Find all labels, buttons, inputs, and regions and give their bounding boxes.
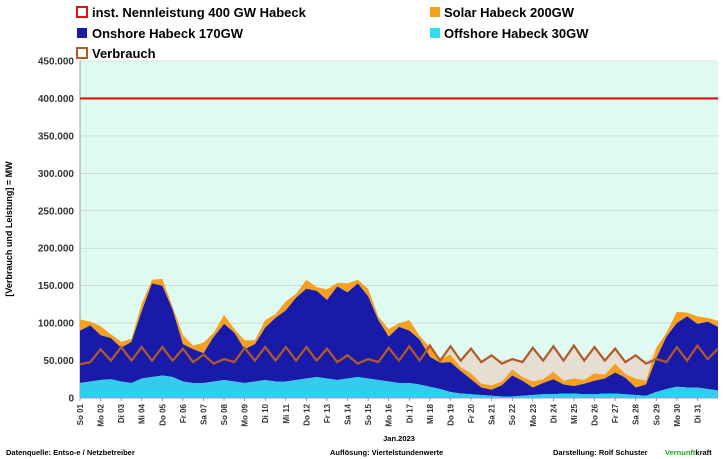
legend-swatch-nennleistung [76,6,88,18]
legend-swatch-verbrauch [76,47,88,59]
verbrauch-line [79,343,719,366]
y-tick-label: 400.000 [38,94,75,105]
x-tick-label: Sa 21 [488,403,497,424]
y-tick-label: 50.000 [43,356,74,367]
legend-label-nennleistung: inst. Nennleistung 400 GW Habeck [92,5,307,20]
x-tick-label: Mi 25 [570,403,579,424]
legend-label-onshore: Onshore Habeck 170GW [92,26,244,41]
footer-brand-black: kraft [695,448,712,457]
legend-swatch-onshore [77,28,87,38]
x-tick-label: So 01 [76,403,85,425]
x-tick-label: Di 17 [405,403,414,423]
x-tick-label: Di 10 [261,403,270,423]
y-tick-label: 0 [68,394,74,405]
series-lines [79,97,719,366]
footer-brand-green: Vernunft [665,448,696,457]
legend-label-verbrauch: Verbrauch [92,46,156,61]
x-tick-label: Mi 04 [138,403,147,424]
x-tick-label: Sa 07 [199,403,208,424]
y-tick-label: 450.000 [38,57,75,68]
x-tick-label: So 15 [364,403,373,425]
x-tick-label: So 22 [508,403,517,425]
footer-brand: Vernunftkraft [665,448,712,457]
x-tick-label: Di 24 [549,403,558,423]
x-tick-label: Mi 18 [426,403,435,424]
x-tick-label: Sa 28 [632,403,641,424]
footer-resolution: Auflösung: Viertelstundenwerte [330,448,443,457]
x-tick-label: Do 26 [591,403,600,425]
legend-label-offshore: Offshore Habeck 30GW [444,26,589,41]
legend: inst. Nennleistung 400 GW Habeck Solar H… [76,5,589,61]
x-tick-label: Mi 11 [282,403,291,423]
legend-swatch-solar [430,7,440,17]
x-tick-label: Fr 06 [179,403,188,423]
x-axis-ticks: So 01 Mo 02 Di 03 Mi 04 Do 05 Fr 06 Sa 07 So 08… [76,398,702,427]
gap-area [80,278,718,386]
y-tick-label: 300.000 [38,169,75,180]
x-tick-label: Mo 09 [241,403,250,426]
x-axis-title: Jan.2023 [383,434,415,443]
y-axis-title: [Verbrauch und Leistung] = MW [4,161,14,297]
onshore-area [80,283,718,397]
y-tick-label: 350.000 [38,131,75,142]
y-tick-label: 250.000 [38,206,75,217]
y-tick-label: 150.000 [38,281,75,292]
legend-swatch-offshore [430,28,440,38]
generation-stack [80,278,718,398]
x-tick-label: Sa 14 [344,403,353,424]
consumption-gap-area [80,278,718,386]
offshore-area [80,375,718,398]
x-tick-label: So 08 [220,403,229,425]
x-tick-label: Do 19 [446,403,455,425]
y-tick-label: 200.000 [38,244,75,255]
x-tick-label: Do 05 [158,403,167,425]
y-tick-label: 100.000 [38,319,75,330]
x-tick-label: Mo 02 [97,403,106,426]
x-tick-label: Di 03 [117,403,126,423]
x-tick-label: Fr 20 [467,403,476,423]
x-tick-label: Do 12 [302,403,311,425]
footer-source: Datenquelle: Entso-e / Netzbetreiber [6,448,135,457]
x-tick-label: Fr 13 [323,403,332,423]
footer-author: Darstellung: Rolf Schuster [553,448,648,457]
x-tick-label: Mo 30 [673,403,682,426]
x-tick-label: Fr 27 [611,403,620,423]
y-axis-ticks: 0 50.000 100.000 150.000 200.000 250.000 300.0… [38,57,75,405]
x-tick-label: Di 31 [693,403,702,423]
x-tick-label: Mo 23 [529,403,538,426]
x-tick-label: So 29 [652,403,661,425]
x-tick-label: Mo 16 [385,403,394,426]
legend-label-solar: Solar Habeck 200GW [444,5,575,20]
